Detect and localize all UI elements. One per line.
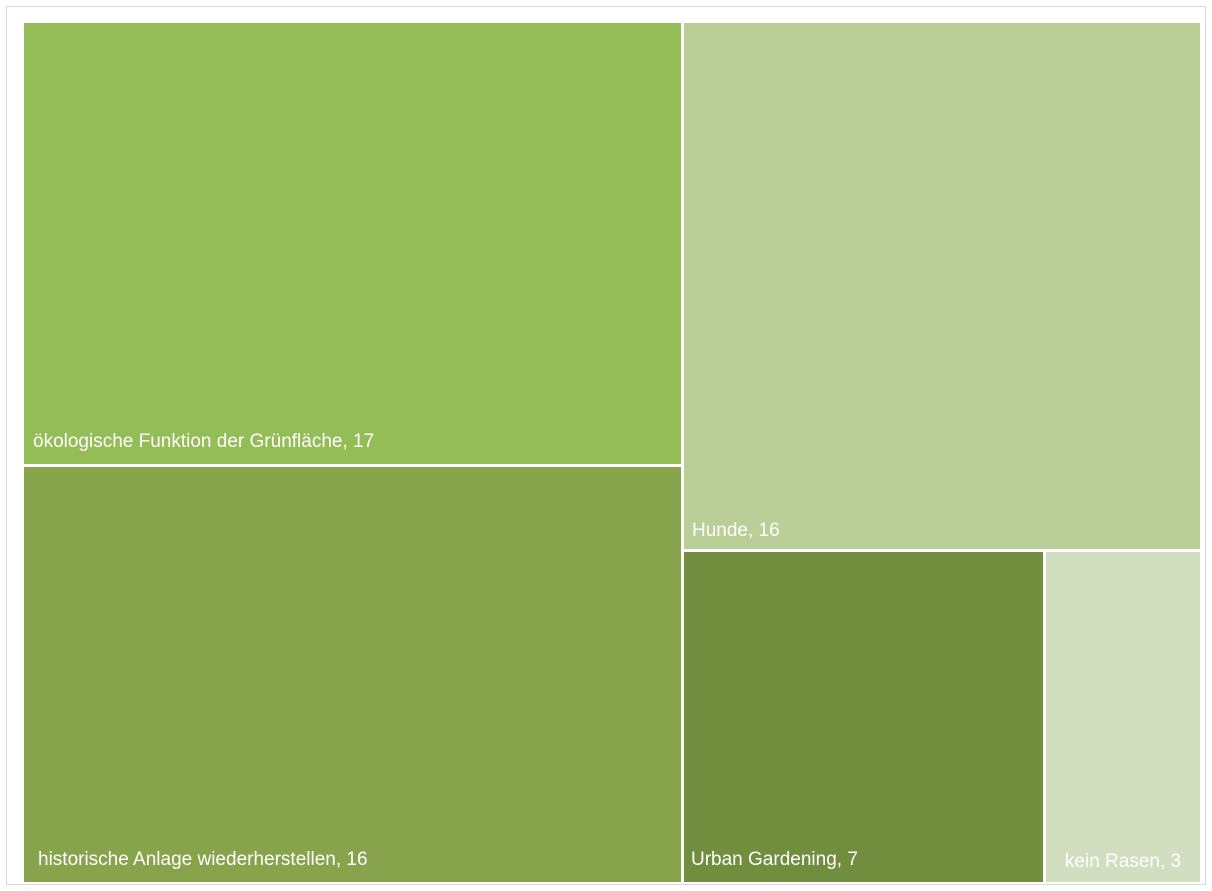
- treemap-label-urban-gardening: Urban Gardening, 7: [691, 848, 858, 872]
- treemap-label-historische-anlage: historische Anlage wiederherstellen, 16: [38, 848, 368, 872]
- treemap-label-kein-rasen: kein Rasen, 3: [1046, 850, 1200, 874]
- treemap-label-text: Hunde, 16: [692, 520, 780, 541]
- treemap-label-text: kein Rasen, 3: [1064, 851, 1182, 872]
- treemap-label-oekologische-funktion: ökologische Funktion der Grünfläche, 17: [33, 430, 374, 454]
- treemap-label-text: Urban Gardening, 7: [691, 849, 858, 870]
- treemap-tile-oekologische-funktion: ökologische Funktion der Grünfläche, 17: [24, 23, 681, 464]
- treemap-chart: ökologische Funktion der Grünfläche, 17 …: [6, 6, 1206, 885]
- treemap-tile-kein-rasen: kein Rasen, 3: [1046, 552, 1200, 882]
- treemap-tile-historische-anlage: historische Anlage wiederherstellen, 16: [24, 467, 681, 882]
- treemap-tile-hunde: Hunde, 16: [684, 23, 1200, 549]
- treemap-tile-urban-gardening: Urban Gardening, 7: [684, 552, 1043, 882]
- treemap-label-hunde: Hunde, 16: [692, 519, 780, 543]
- treemap-label-text: ökologische Funktion der Grünfläche, 17: [33, 431, 375, 452]
- treemap-label-text: historische Anlage wiederherstellen, 16: [38, 849, 368, 870]
